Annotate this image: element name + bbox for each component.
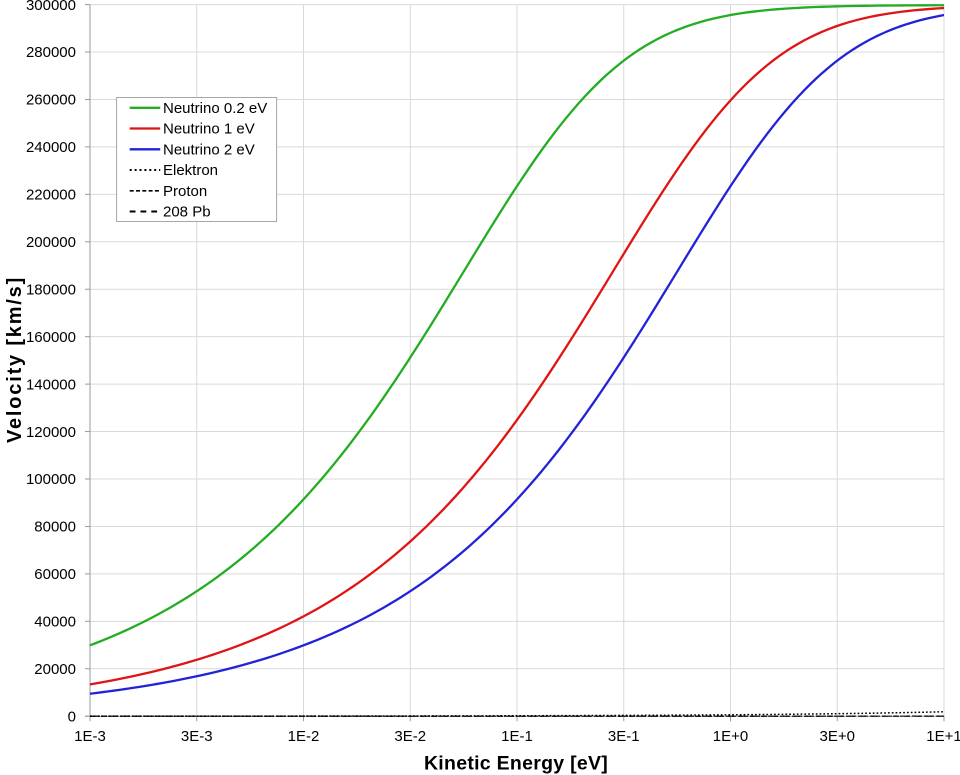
svg-text:Neutrino 0.2 eV: Neutrino 0.2 eV: [163, 100, 267, 117]
svg-text:80000: 80000: [34, 519, 76, 536]
svg-text:100000: 100000: [26, 471, 76, 488]
svg-text:208 Pb: 208 Pb: [163, 204, 211, 221]
svg-text:260000: 260000: [26, 92, 76, 109]
svg-text:20000: 20000: [34, 661, 76, 678]
svg-text:240000: 240000: [26, 139, 76, 156]
svg-text:180000: 180000: [26, 281, 76, 298]
svg-text:1E+0: 1E+0: [713, 728, 748, 745]
svg-text:280000: 280000: [26, 44, 76, 61]
svg-text:Velocity [km/s]: Velocity [km/s]: [4, 276, 26, 443]
svg-text:1E-1: 1E-1: [501, 728, 533, 745]
svg-text:Proton: Proton: [163, 183, 207, 200]
svg-text:Neutrino 1 eV: Neutrino 1 eV: [163, 121, 255, 138]
svg-text:120000: 120000: [26, 424, 76, 441]
svg-text:0: 0: [68, 708, 76, 725]
svg-text:Elektron: Elektron: [163, 162, 218, 179]
svg-text:220000: 220000: [26, 187, 76, 204]
svg-text:Kinetic Energy [eV]: Kinetic Energy [eV]: [424, 753, 608, 775]
svg-text:1E-3: 1E-3: [74, 728, 106, 745]
svg-text:3E+0: 3E+0: [820, 728, 855, 745]
svg-text:1E-2: 1E-2: [288, 728, 320, 745]
svg-text:1E+1: 1E+1: [926, 728, 960, 745]
svg-text:3E-2: 3E-2: [394, 728, 426, 745]
svg-text:60000: 60000: [34, 566, 76, 583]
svg-text:160000: 160000: [26, 329, 76, 346]
svg-text:Neutrino 2 eV: Neutrino 2 eV: [163, 142, 255, 159]
svg-text:3E-1: 3E-1: [608, 728, 640, 745]
svg-text:3E-3: 3E-3: [181, 728, 213, 745]
svg-text:300000: 300000: [26, 0, 76, 14]
svg-text:40000: 40000: [34, 614, 76, 631]
svg-text:200000: 200000: [26, 234, 76, 251]
svg-text:140000: 140000: [26, 376, 76, 393]
